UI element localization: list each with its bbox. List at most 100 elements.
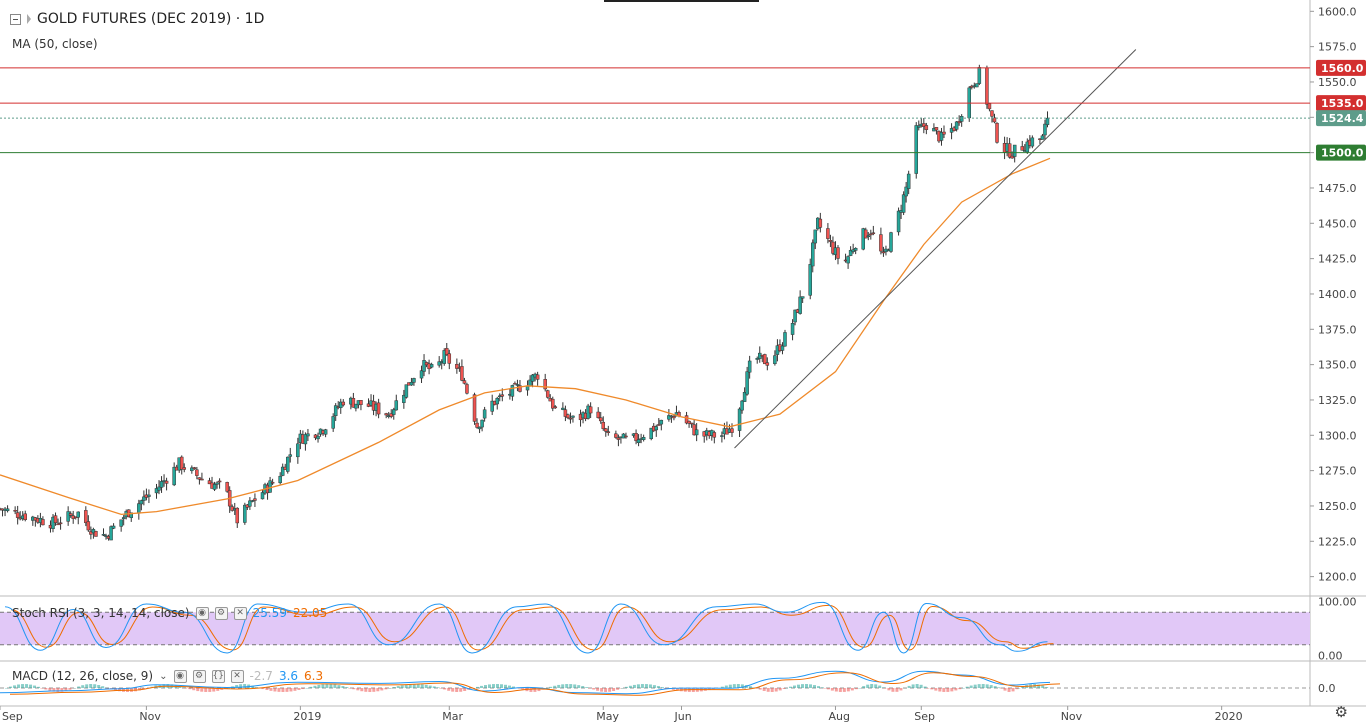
candle-body [109,526,113,541]
macd-hist-bar [965,686,969,688]
candle-body [730,428,734,433]
candle-body [442,350,446,364]
stoch-k-value: 25.59 [252,606,287,620]
gear-icon[interactable]: ⚙ [214,606,228,620]
candle-body [179,456,184,470]
candle-body [811,242,815,267]
collapse-icon[interactable] [10,13,21,25]
macd-hist-bar [451,688,455,692]
macd-hist-bar [439,688,443,689]
candle [351,392,356,408]
candle-body [530,374,535,382]
macd-hist-bar [620,688,624,689]
candle-body [808,264,812,296]
candle-body [975,83,979,88]
candle [437,356,441,368]
candle-body [566,414,570,419]
macd-hist-bar [432,686,436,688]
macd-hist-bar [1041,685,1045,688]
macd-legend[interactable]: MACD (12, 26, close, 9) ⌄ ◉ ⚙ {} ✕ -2.7 … [12,669,323,683]
candle-body [248,500,252,507]
candle [354,403,358,412]
candle [848,246,853,257]
candle-body [793,309,797,323]
candle-body [243,504,247,523]
candle-body [740,400,744,411]
candle [296,437,300,464]
candle-body [720,435,724,437]
candle [869,229,873,240]
last-price-price-label: 1524.4 [1321,112,1364,125]
candle [419,365,424,383]
macd-hist-bar [492,684,496,688]
candle-body [924,125,929,130]
macd-hist-bar [364,688,368,692]
candle [84,506,88,527]
resistance-price-tag [1316,59,1366,76]
close-icon[interactable]: ✕ [233,606,247,620]
candle-body [563,409,568,417]
macd-hist-bar [48,688,52,691]
candle-body [490,400,494,412]
macd-hist-bar [985,684,989,688]
candle [942,125,946,139]
candle [3,506,7,517]
macd-hist-bar [977,684,981,688]
candle-body [672,416,676,419]
eye-icon[interactable]: ◉ [195,606,209,620]
candle-body [826,228,830,239]
macd-hist-bar [1007,688,1011,692]
candle [621,433,626,439]
close-icon[interactable]: ✕ [230,669,244,683]
candle [164,477,169,491]
macd-hist-bar [341,686,345,688]
eye-icon[interactable]: ◉ [173,669,187,683]
candle [737,407,742,437]
macd-hist-bar [616,688,620,690]
y-tick-label: 1600.0 [1318,5,1357,18]
macd-hist-bar [930,688,934,690]
candle [339,398,343,414]
candle [394,394,399,411]
macd-hist-bar [834,688,838,692]
candle [773,350,777,366]
candle [1012,144,1017,163]
macd-hist-bar [663,688,667,689]
candle [341,399,346,407]
candle-body [747,360,752,373]
macd-hist-bar [740,684,744,688]
gear-icon[interactable]: ⚙ [192,669,206,683]
macd-hist-bar [488,684,492,688]
candle [790,319,795,341]
ma-legend[interactable]: MA (50, close) [12,37,98,51]
chevron-down-icon[interactable]: ⌄ [159,670,168,682]
candle [917,120,921,131]
macd-hist-bar [500,684,504,688]
y-tick-label: 1575.0 [1318,41,1357,54]
macd-hist-bar [671,688,675,690]
candle-body [41,519,45,526]
candle-body [742,391,747,402]
stoch-legend[interactable]: Stoch RSI (3, 3, 14, 14, close) ◉ ⚙ ✕ 25… [12,606,327,620]
macd-hist-bar [919,684,923,688]
macd-hist-bar [142,688,146,690]
candle [13,506,17,515]
macd-hist-bar [436,687,440,688]
candle-body [154,488,159,494]
candle-body [13,510,17,512]
candle [94,530,98,537]
candle [101,528,106,537]
y-tick-label: 1325.0 [1318,394,1357,407]
candle-body [296,443,300,458]
candle-body [465,384,469,394]
code-icon[interactable]: {} [211,669,225,683]
candle-body [23,513,27,520]
candle [190,465,194,474]
candle [616,434,621,447]
candle [477,426,482,434]
macd-hist-bar [360,688,364,692]
candle-body [780,345,785,351]
macd-hist-bar [854,688,858,690]
macd-hist-bar [281,688,285,692]
gear-icon[interactable]: ⚙ [1334,703,1348,721]
